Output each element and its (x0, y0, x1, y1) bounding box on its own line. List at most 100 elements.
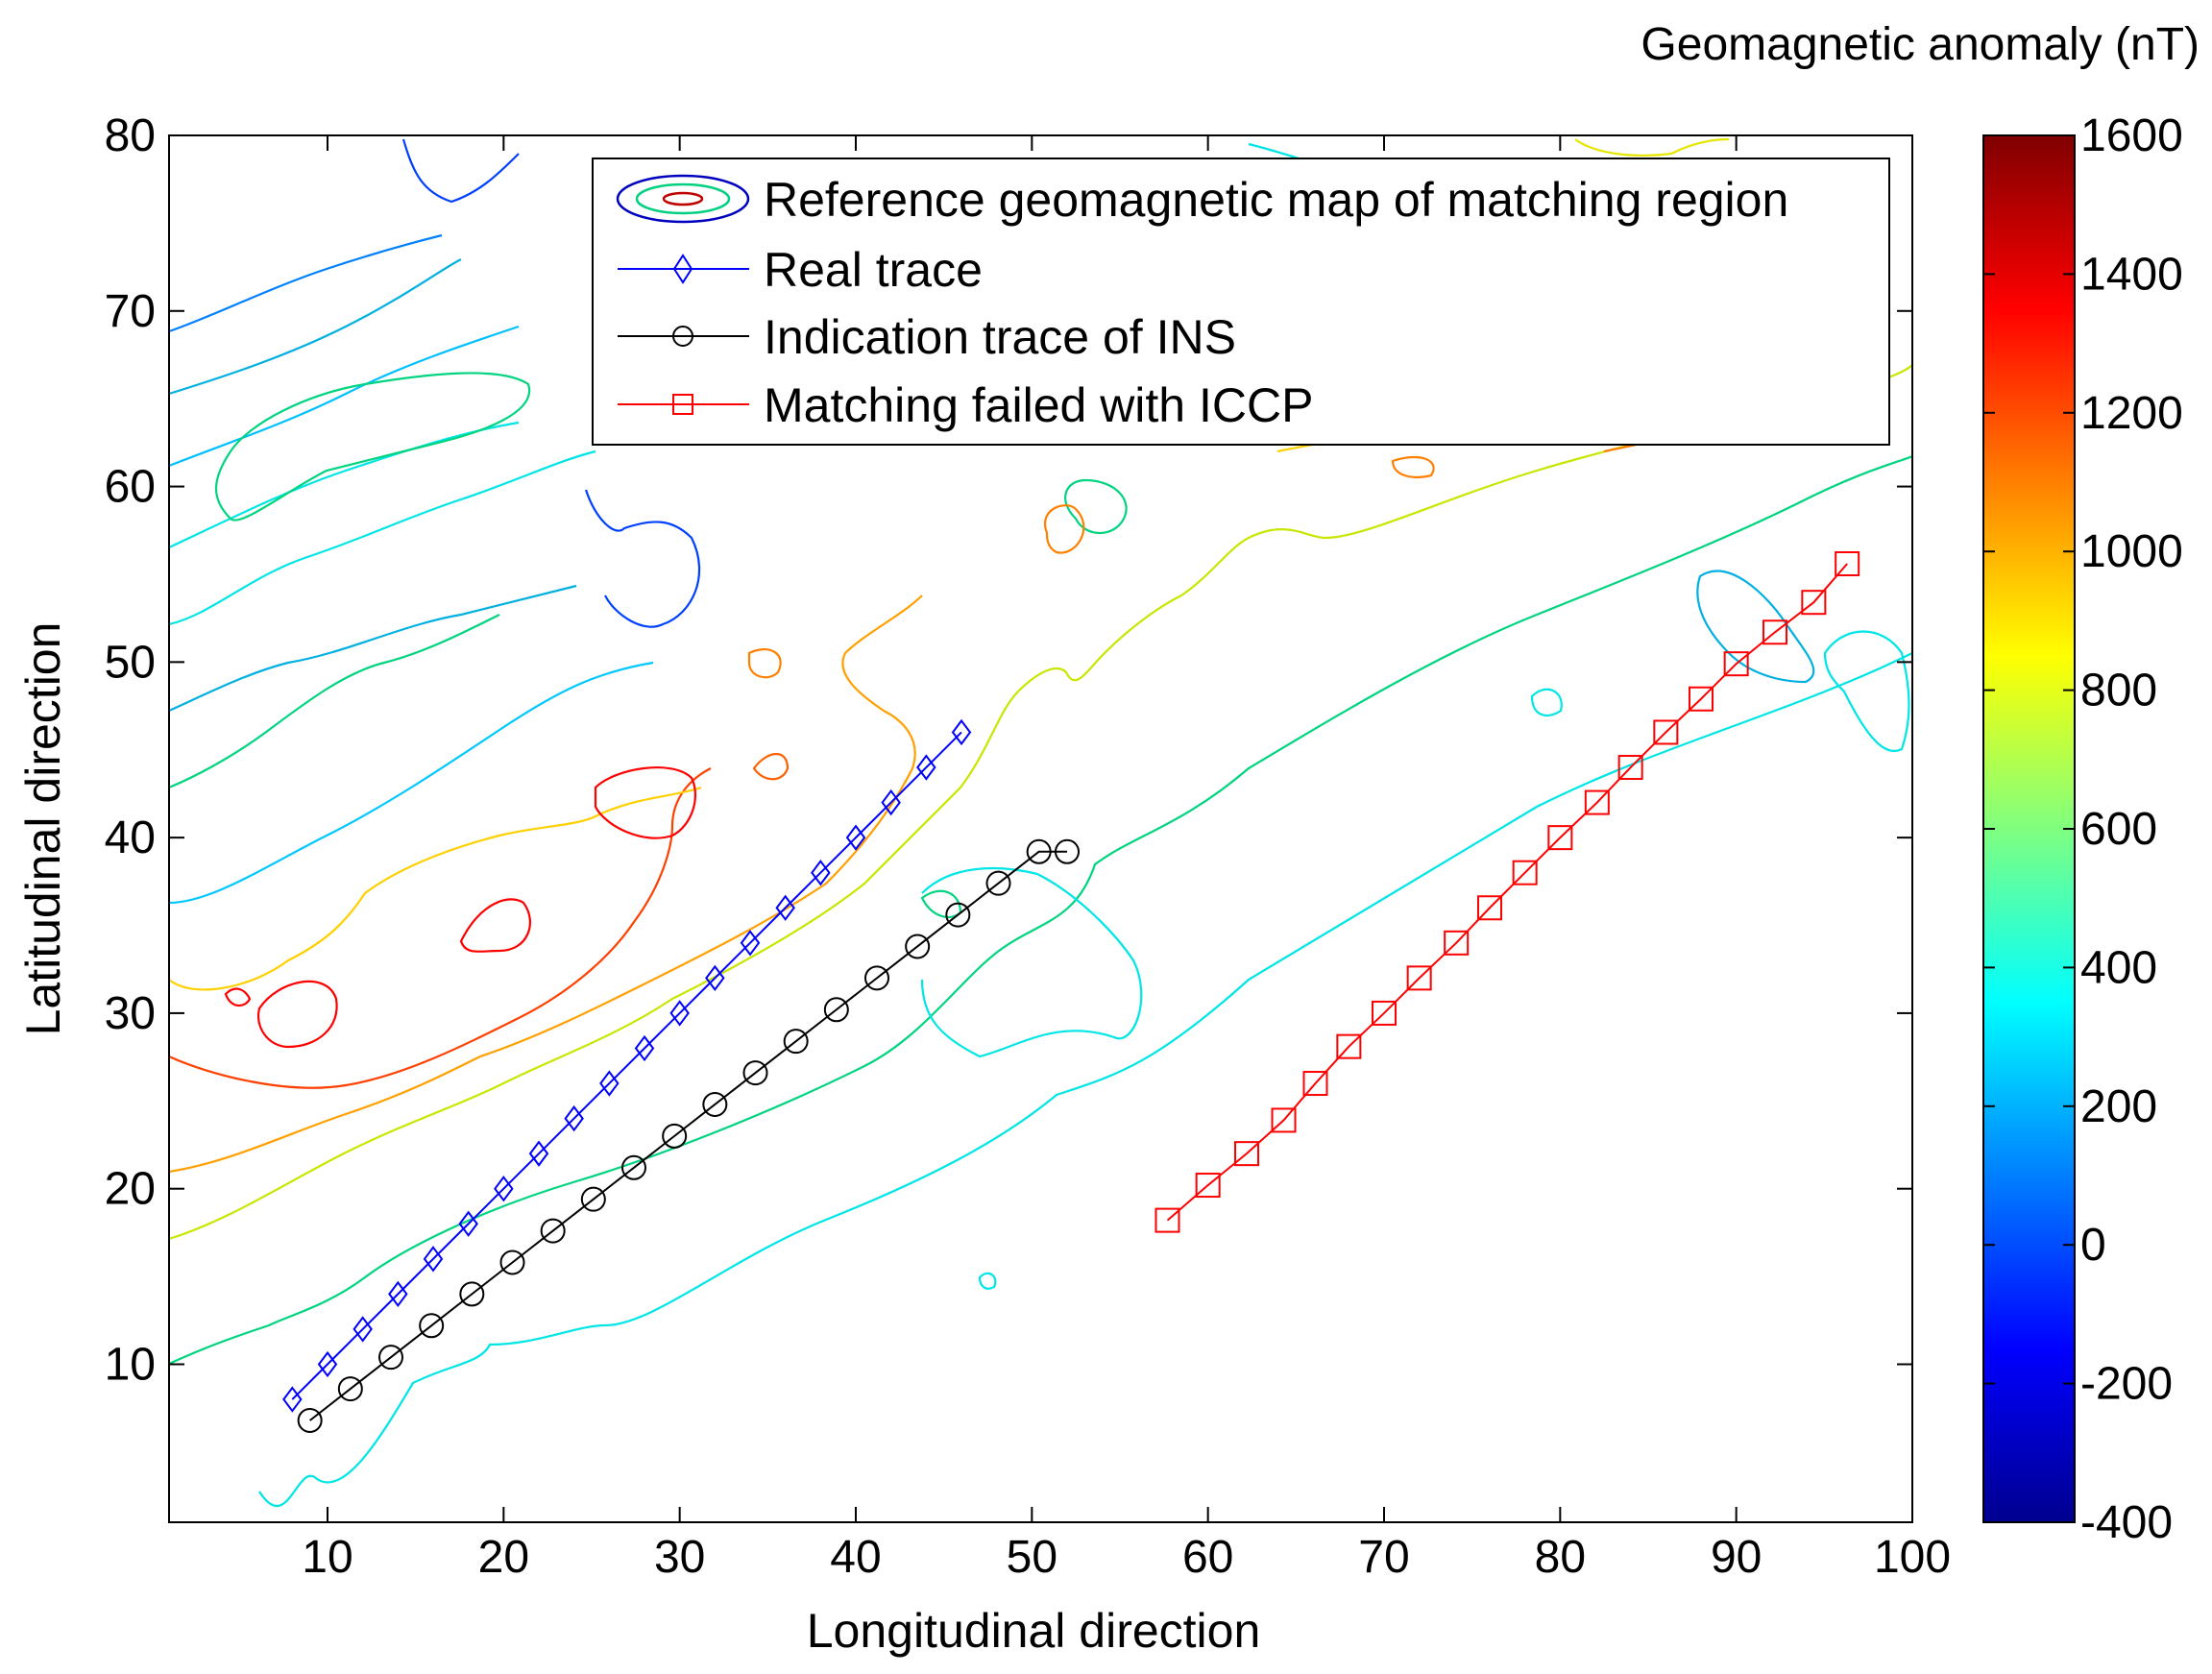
data-point (1195, 1173, 1221, 1199)
data-point (845, 824, 866, 851)
colorbar-tick-label: 0 (2080, 1220, 2106, 1271)
data-point (1234, 1141, 1259, 1167)
x-tick-label: 100 (1874, 1532, 1951, 1583)
data-point (1512, 860, 1538, 886)
colorbar-tick-label: 1200 (2080, 388, 2183, 439)
data-point (1835, 550, 1860, 576)
data-point (1406, 965, 1432, 991)
y-tick-label: 60 (105, 462, 156, 513)
legend-label-iccp: Matching failed with ICCP (764, 378, 1313, 432)
data-point (1026, 838, 1052, 864)
data-point (783, 1029, 809, 1055)
data-point (985, 870, 1011, 896)
x-tick-label: 20 (478, 1532, 529, 1583)
x-tick-label: 80 (1535, 1532, 1586, 1583)
y-tick-label: 50 (105, 637, 156, 688)
circle-marker-icon (672, 326, 693, 347)
data-point (317, 1350, 338, 1378)
data-point (864, 965, 889, 991)
data-point (1336, 1033, 1362, 1059)
data-point (378, 1345, 403, 1371)
series-matching-failed-with-iccp (1155, 550, 1860, 1233)
y-axis-label: Latitudinal direction (16, 622, 70, 1036)
data-point (337, 1376, 363, 1402)
data-point (388, 1280, 408, 1308)
colorbar-tick-label: 800 (2080, 666, 2157, 716)
data-point (1584, 789, 1610, 815)
legend-label-real-trace: Real trace (764, 243, 983, 297)
data-point (823, 997, 849, 1023)
colorbar-tick-label: -400 (2080, 1497, 2173, 1548)
data-point (499, 1249, 525, 1275)
data-point (742, 1060, 768, 1086)
data-point (881, 788, 901, 816)
legend-entry-real-trace: Real trace (618, 243, 983, 297)
x-tick-label: 40 (830, 1532, 881, 1583)
data-point (740, 930, 761, 957)
data-point (662, 1123, 688, 1149)
data-point (1689, 686, 1714, 712)
data-point (1723, 651, 1749, 677)
colorbar-tick-label: -200 (2080, 1359, 2173, 1410)
data-point (1444, 930, 1470, 956)
data-point (1617, 755, 1643, 781)
y-tick-label: 40 (105, 813, 156, 863)
legend-entry-reference-map: Reference geomagnetic map of matching re… (616, 173, 1788, 227)
data-point (599, 1070, 620, 1097)
colorbar-tick-label: 600 (2080, 804, 2157, 855)
colorbar-gradient (1982, 134, 2076, 1523)
data-point (297, 1407, 323, 1433)
y-tick-label: 80 (105, 110, 156, 161)
data-point (1801, 590, 1827, 616)
x-tick-label: 10 (302, 1532, 352, 1583)
x-axis-label: Longitudinal direction (807, 1604, 1261, 1658)
series-indication-trace-of-ins (297, 838, 1080, 1433)
x-tick-label: 50 (1007, 1532, 1057, 1583)
data-point (905, 934, 931, 959)
data-point (634, 1034, 655, 1062)
colorbar-ticks: -400 -200 0 200 400 600 800 1000 1200 1400 1600 (1983, 110, 2183, 1548)
x-tick-label: 60 (1182, 1532, 1233, 1583)
square-marker-icon (672, 394, 693, 415)
data-point (811, 860, 831, 886)
data-point (702, 1091, 728, 1117)
legend-label-ins-trace: Indication trace of INS (764, 310, 1236, 364)
data-point (1271, 1107, 1297, 1133)
colorbar-tick-label: 400 (2080, 942, 2157, 993)
y-axis: 10 20 30 40 50 60 70 80 (105, 110, 1912, 1390)
data-point (1762, 619, 1787, 645)
data-point (419, 1313, 445, 1339)
axes-frame (168, 134, 1913, 1523)
colorbar: Geomagnetic anomaly (nT) -400 -200 0 200 400… (1641, 19, 2200, 1548)
contour-ellipse-core-icon (662, 191, 704, 206)
data-point (1302, 1071, 1328, 1097)
legend-label-reference-map: Reference geomagnetic map of matching re… (764, 173, 1788, 227)
data-point (916, 754, 936, 781)
data-point (1155, 1207, 1180, 1233)
data-point (1653, 719, 1679, 745)
data-point (945, 902, 971, 928)
contour-ellipse-inner-icon (635, 182, 731, 215)
diamond-marker-icon (672, 254, 693, 284)
series-real-trace (282, 718, 972, 1413)
data-point (1055, 838, 1080, 864)
data-point (494, 1176, 514, 1202)
contour-ellipse-icon (616, 174, 750, 224)
data-point (458, 1210, 478, 1237)
data-point (669, 1000, 690, 1027)
y-tick-label: 30 (105, 988, 156, 1039)
data-point (540, 1218, 566, 1244)
data-point (423, 1246, 444, 1273)
colorbar-tick-label: 1600 (2080, 110, 2183, 161)
data-point (775, 894, 795, 921)
colorbar-tick-label: 1400 (2080, 249, 2183, 300)
data-point (564, 1104, 584, 1132)
x-tick-label: 70 (1358, 1532, 1409, 1583)
x-tick-label: 30 (654, 1532, 705, 1583)
data-point (352, 1316, 373, 1343)
colorbar-tick-label: 1000 (2080, 526, 2183, 577)
legend: Reference geomagnetic map of matching re… (592, 158, 1890, 446)
data-point (580, 1186, 606, 1212)
colorbar-tick-label: 200 (2080, 1081, 2157, 1132)
legend-box (592, 158, 1890, 446)
